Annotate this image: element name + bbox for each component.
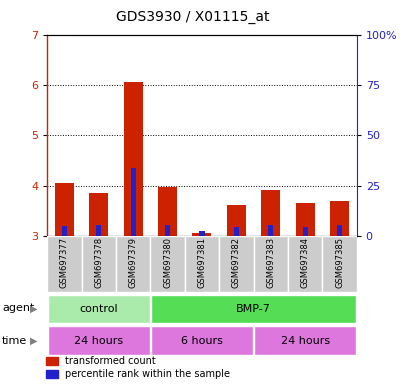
Bar <box>151 326 252 355</box>
Text: GSM697385: GSM697385 <box>334 237 343 288</box>
Bar <box>199 231 204 236</box>
Bar <box>295 204 314 236</box>
Text: time: time <box>2 336 27 346</box>
Text: GSM697384: GSM697384 <box>300 237 309 288</box>
Bar <box>253 236 287 292</box>
Bar <box>321 236 356 292</box>
Bar <box>261 190 279 236</box>
Text: ▶: ▶ <box>30 303 38 313</box>
Legend: transformed count, percentile rank within the sample: transformed count, percentile rank withi… <box>46 356 230 379</box>
Text: GSM697377: GSM697377 <box>60 237 69 288</box>
Bar <box>130 168 135 236</box>
Bar <box>158 187 177 236</box>
Bar <box>116 236 150 292</box>
Text: GSM697381: GSM697381 <box>197 237 206 288</box>
Text: agent: agent <box>2 303 34 313</box>
Text: ▶: ▶ <box>30 336 38 346</box>
Bar <box>302 227 307 236</box>
Bar <box>184 236 218 292</box>
Bar <box>150 236 184 292</box>
Bar <box>336 225 341 236</box>
Bar <box>218 236 253 292</box>
Text: GSM697378: GSM697378 <box>94 237 103 288</box>
Text: GSM697382: GSM697382 <box>231 237 240 288</box>
Bar <box>55 183 74 236</box>
Bar <box>164 225 170 236</box>
Text: 24 hours: 24 hours <box>280 336 329 346</box>
Text: GSM697383: GSM697383 <box>265 237 274 288</box>
Text: GSM697380: GSM697380 <box>163 237 172 288</box>
Text: 6 hours: 6 hours <box>180 336 222 346</box>
Bar <box>254 326 355 355</box>
Bar <box>47 236 81 292</box>
Bar <box>81 236 116 292</box>
Bar <box>124 83 142 236</box>
Bar <box>62 226 67 236</box>
Text: 24 hours: 24 hours <box>74 336 123 346</box>
Bar <box>267 225 273 236</box>
Text: control: control <box>79 304 118 314</box>
Text: BMP-7: BMP-7 <box>236 304 270 314</box>
Bar <box>89 193 108 236</box>
Bar <box>48 295 149 323</box>
Bar <box>151 295 355 323</box>
Bar <box>226 205 245 236</box>
Bar <box>192 233 211 236</box>
Text: GDS3930 / X01115_at: GDS3930 / X01115_at <box>116 10 269 23</box>
Bar <box>329 201 348 236</box>
Bar <box>233 227 238 236</box>
Bar <box>287 236 321 292</box>
Text: GSM697379: GSM697379 <box>128 237 137 288</box>
Bar <box>48 326 149 355</box>
Bar <box>96 225 101 236</box>
